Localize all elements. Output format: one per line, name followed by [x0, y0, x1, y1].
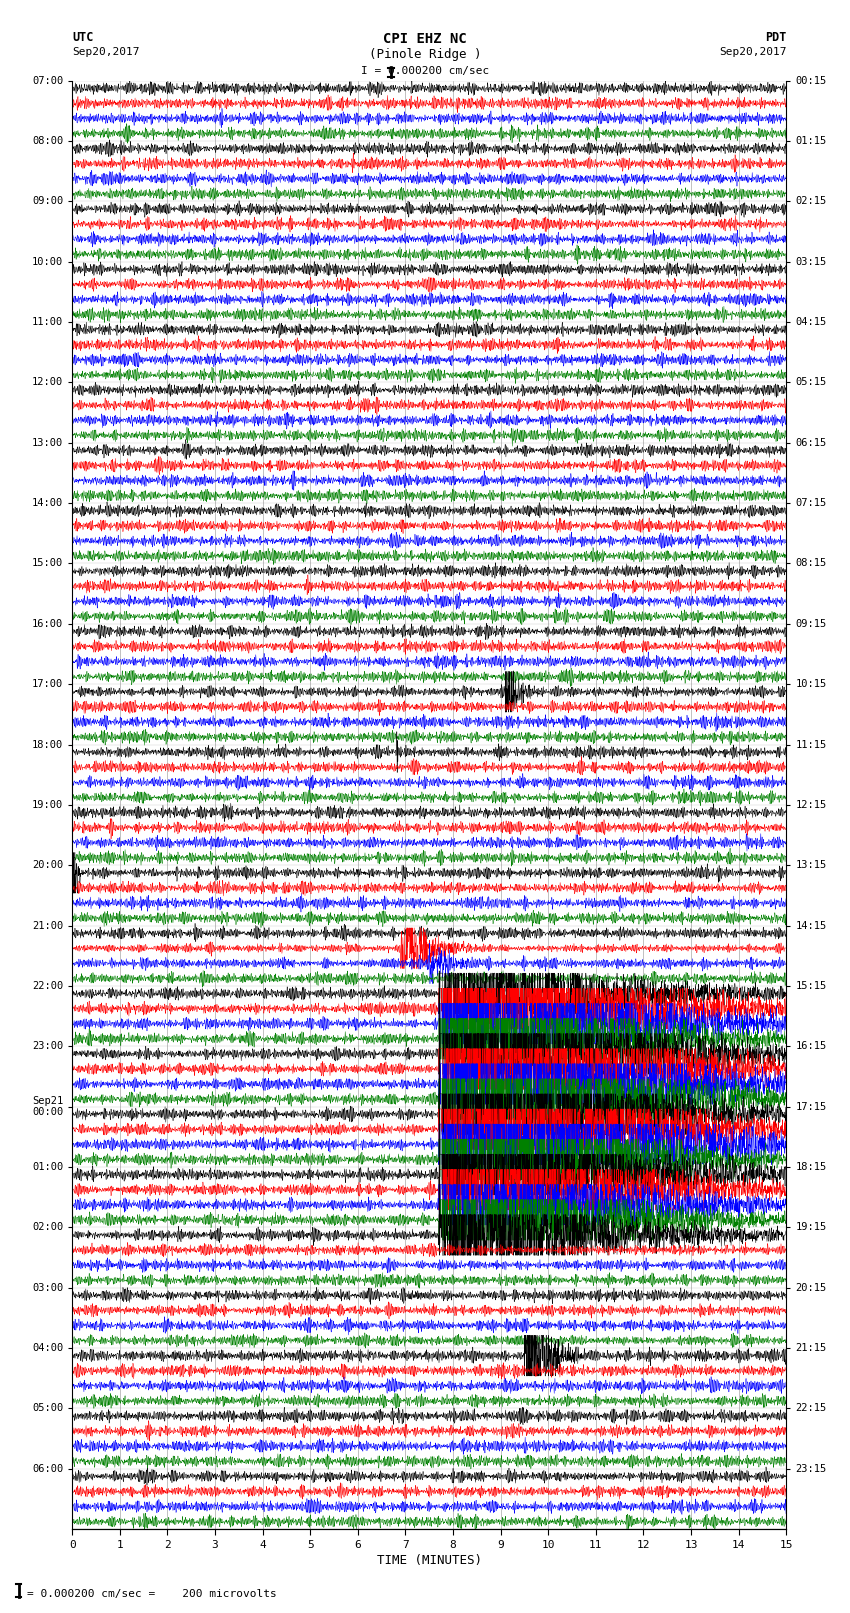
- Text: = 0.000200 cm/sec =    200 microvolts: = 0.000200 cm/sec = 200 microvolts: [27, 1589, 277, 1598]
- Text: Sep20,2017: Sep20,2017: [72, 47, 139, 56]
- Text: PDT: PDT: [765, 31, 786, 44]
- X-axis label: TIME (MINUTES): TIME (MINUTES): [377, 1553, 482, 1566]
- Text: CPI EHZ NC: CPI EHZ NC: [383, 32, 467, 47]
- Text: Sep20,2017: Sep20,2017: [719, 47, 786, 56]
- Text: (Pinole Ridge ): (Pinole Ridge ): [369, 48, 481, 61]
- Text: UTC: UTC: [72, 31, 94, 44]
- Text: I = 0.000200 cm/sec: I = 0.000200 cm/sec: [361, 66, 489, 76]
